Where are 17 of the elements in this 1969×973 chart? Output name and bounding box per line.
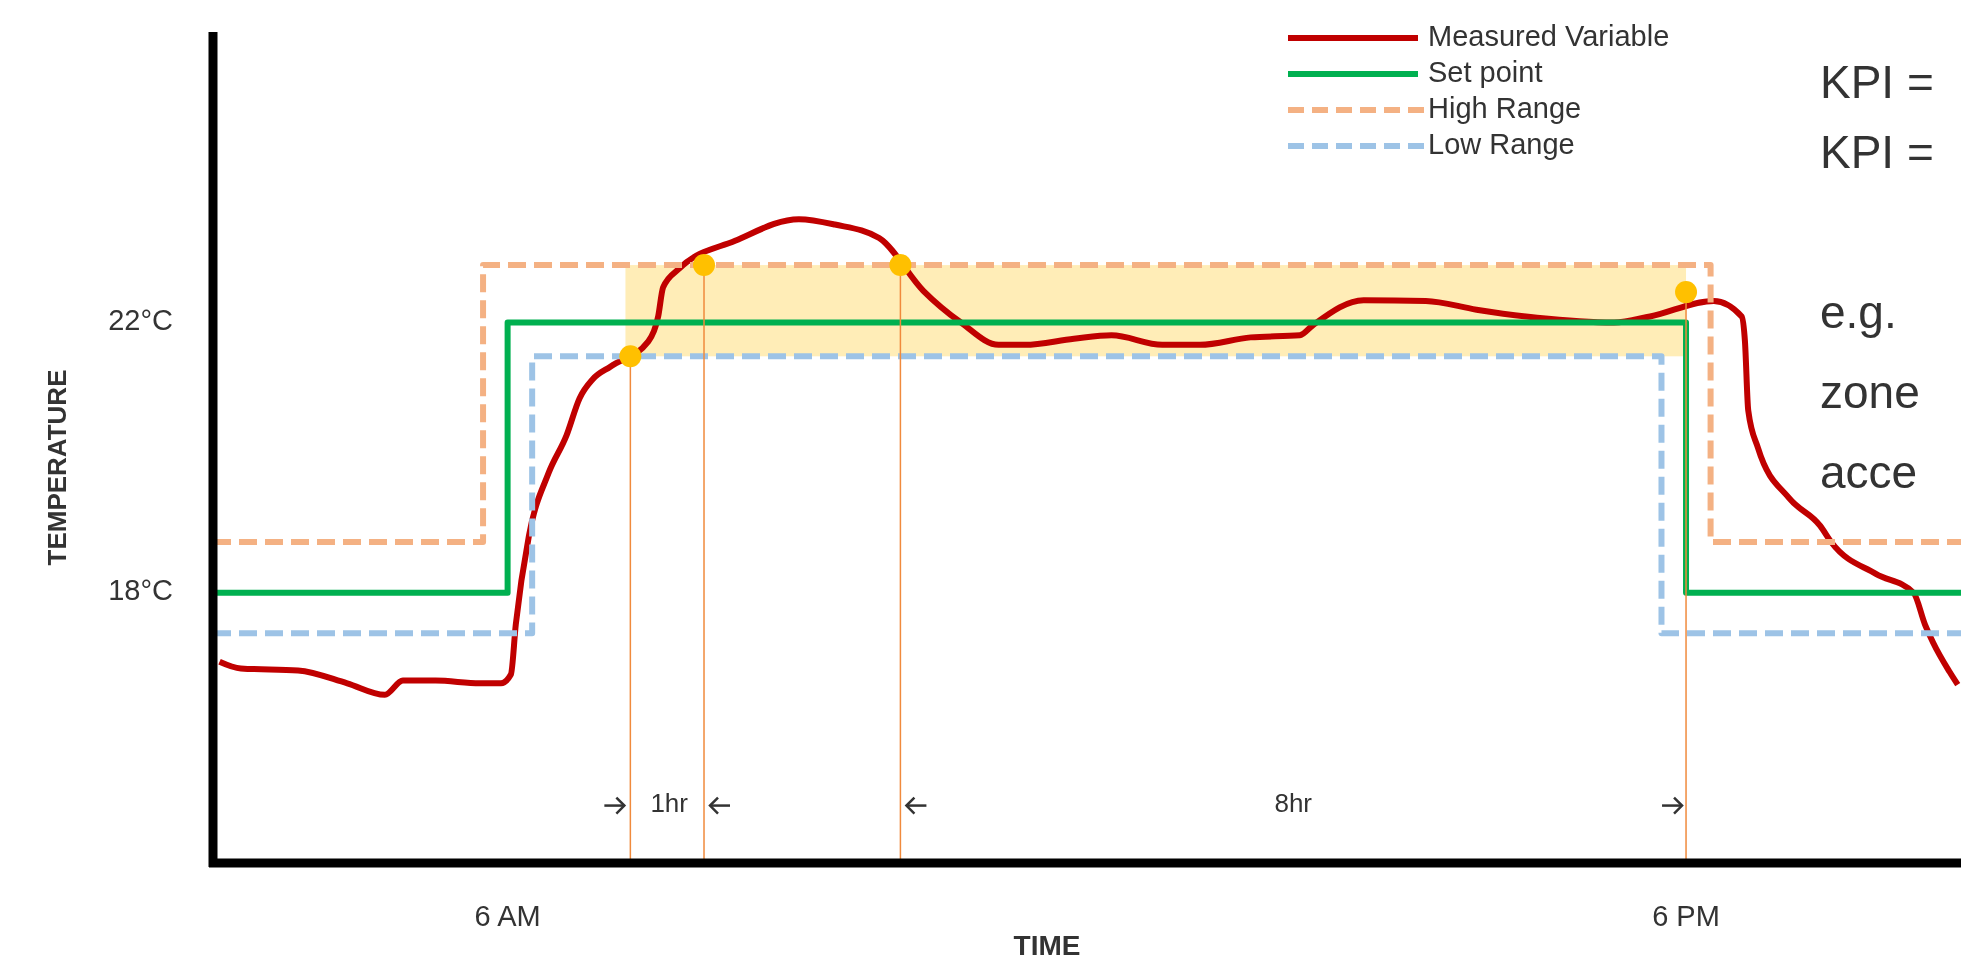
x-tick-label: 6 PM [1652, 900, 1720, 932]
y-tick-label: 18°C [108, 574, 173, 607]
annotation: zone [1820, 366, 1920, 418]
legend-label: Set point [1428, 55, 1543, 88]
annotation: 1hr [650, 788, 689, 819]
annotation: e.g. [1820, 286, 1897, 338]
x-tick-label: 6 AM [474, 900, 541, 932]
y-tick-label: 22°C [108, 304, 173, 337]
annotation: acce [1820, 446, 1918, 498]
legend-label: Measured Variable [1428, 19, 1670, 52]
annotation: KPI = [1820, 56, 1934, 108]
x-axis-title: TIME [1013, 930, 1081, 961]
annotation: KPI = [1820, 126, 1934, 178]
legend-label: High Range [1428, 91, 1582, 124]
annotation: 8hr [1274, 788, 1313, 819]
legend-label: Low Range [1428, 127, 1575, 160]
y-axis-title: TEMPERATURE [42, 369, 72, 566]
